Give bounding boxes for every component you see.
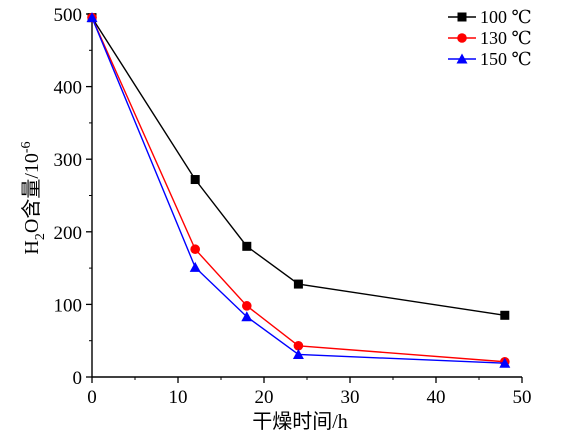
data-point: [190, 244, 200, 255]
series-1: [87, 13, 510, 320]
series-2: [87, 12, 510, 367]
legend-label: 150 ℃: [480, 49, 532, 69]
y-tick-label: 0: [73, 368, 83, 389]
legend-label: 130 ℃: [480, 28, 532, 48]
x-tick-label: 50: [513, 387, 532, 408]
data-point: [293, 340, 304, 351]
x-tick-label: 30: [341, 387, 360, 408]
data-point: [242, 241, 252, 251]
data-point: [190, 175, 200, 185]
y-tick-label: 300: [54, 150, 83, 171]
data-point: [293, 279, 303, 289]
y-tick-label: 100: [54, 295, 83, 316]
data-point: [189, 261, 201, 272]
legend-item: 150 ℃: [448, 49, 532, 69]
x-tick-label: 20: [255, 387, 274, 408]
series-3: [86, 12, 511, 368]
legend-marker: [457, 12, 467, 22]
legend-label: 100 ℃: [480, 7, 532, 27]
data-point: [292, 348, 304, 359]
legend-item: 100 ℃: [448, 7, 532, 27]
series-line: [91, 17, 505, 364]
legend-marker: [456, 53, 468, 64]
y-tick-label: 200: [54, 223, 83, 244]
data-point: [242, 301, 252, 311]
x-tick-label: 40: [427, 387, 446, 408]
data-point: [500, 310, 510, 320]
series-layer: [86, 12, 511, 368]
data-point: [241, 311, 253, 322]
data-point: [86, 12, 98, 23]
y-tick-label: 500: [54, 5, 83, 26]
y-tick-label: 400: [54, 78, 83, 99]
data-point: [499, 357, 511, 368]
y-axis-title: H2O含量/10-6: [19, 141, 48, 254]
legend-item: 130 ℃: [448, 28, 532, 48]
x-axis-title: 干燥时间/h: [252, 410, 348, 433]
x-tick-label: 10: [169, 387, 188, 408]
series-line: [91, 17, 505, 363]
legend-marker: [457, 33, 467, 43]
x-tick-label: 0: [87, 387, 97, 408]
